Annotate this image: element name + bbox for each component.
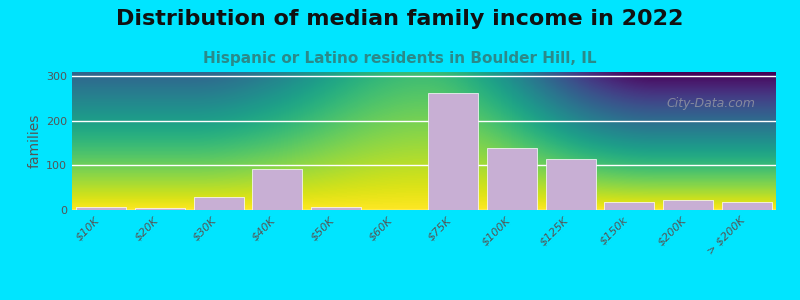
Bar	[487, 148, 537, 210]
Y-axis label: families: families	[28, 114, 42, 168]
Text: Hispanic or Latino residents in Boulder Hill, IL: Hispanic or Latino residents in Boulder …	[203, 51, 597, 66]
Text: Distribution of median family income in 2022: Distribution of median family income in …	[116, 9, 684, 29]
Text: City-Data.com: City-Data.com	[666, 97, 755, 110]
Bar	[663, 200, 713, 210]
Bar	[77, 207, 126, 210]
Bar	[311, 207, 361, 210]
Bar	[429, 93, 478, 210]
Bar	[605, 202, 654, 210]
Bar	[135, 208, 185, 210]
Bar	[722, 202, 771, 210]
Bar	[253, 169, 302, 210]
Bar	[546, 159, 595, 210]
Bar	[194, 196, 243, 210]
